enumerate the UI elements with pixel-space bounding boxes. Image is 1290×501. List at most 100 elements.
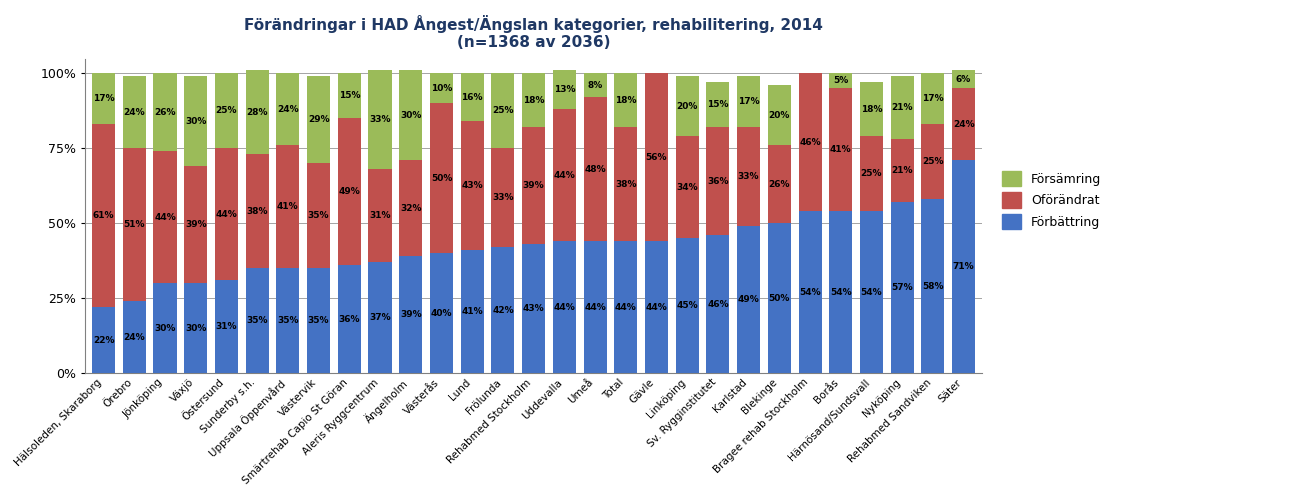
Text: 49%: 49% <box>338 187 360 196</box>
Bar <box>553 71 575 109</box>
Bar <box>553 109 575 241</box>
Bar <box>215 280 237 373</box>
Text: 43%: 43% <box>522 304 544 313</box>
Bar <box>276 74 299 145</box>
Bar <box>154 283 177 373</box>
Bar <box>829 211 853 373</box>
Text: 35%: 35% <box>277 316 298 325</box>
Text: 17%: 17% <box>922 95 944 103</box>
Text: 24%: 24% <box>277 105 299 114</box>
Text: 21%: 21% <box>891 166 913 175</box>
Bar <box>215 74 237 148</box>
Bar <box>245 154 268 268</box>
Bar <box>491 247 515 373</box>
Bar <box>276 145 299 268</box>
Bar <box>92 74 115 124</box>
Text: 18%: 18% <box>522 96 544 105</box>
Text: 44%: 44% <box>215 210 237 219</box>
Bar <box>338 74 361 118</box>
Text: 25%: 25% <box>860 169 882 178</box>
Text: 43%: 43% <box>462 181 482 190</box>
Bar <box>399 71 422 160</box>
Bar <box>583 241 606 373</box>
Bar <box>676 136 699 238</box>
Bar <box>921 199 944 373</box>
Bar <box>829 89 853 211</box>
Text: 36%: 36% <box>338 315 360 324</box>
Bar <box>645 241 668 373</box>
Text: 8%: 8% <box>587 81 602 90</box>
Text: 33%: 33% <box>738 172 760 181</box>
Text: 15%: 15% <box>338 92 360 101</box>
Bar <box>583 74 606 98</box>
Bar <box>553 241 575 373</box>
Text: 35%: 35% <box>246 316 268 325</box>
Text: 20%: 20% <box>769 111 789 120</box>
Text: 44%: 44% <box>154 213 175 222</box>
Text: 22%: 22% <box>93 336 115 345</box>
Text: 30%: 30% <box>155 324 175 333</box>
Text: 50%: 50% <box>431 174 451 183</box>
Bar <box>399 160 422 256</box>
Text: 24%: 24% <box>124 333 144 342</box>
Bar <box>768 86 791 145</box>
Bar <box>583 98 606 241</box>
Text: 57%: 57% <box>891 283 913 292</box>
Bar <box>215 148 237 280</box>
Bar <box>860 136 882 211</box>
Text: 51%: 51% <box>124 220 144 229</box>
Bar <box>799 211 822 373</box>
Text: 26%: 26% <box>155 108 175 117</box>
Text: 20%: 20% <box>676 102 698 111</box>
Text: 24%: 24% <box>124 108 144 117</box>
Text: 17%: 17% <box>738 97 760 106</box>
Bar <box>369 71 392 169</box>
Bar <box>614 74 637 127</box>
Text: 6%: 6% <box>956 75 971 84</box>
Bar <box>614 127 637 241</box>
Text: 25%: 25% <box>215 106 237 115</box>
Text: 26%: 26% <box>769 180 789 189</box>
Text: 48%: 48% <box>584 165 606 174</box>
Text: 38%: 38% <box>615 180 636 189</box>
Bar <box>921 74 944 124</box>
Text: 18%: 18% <box>615 96 636 105</box>
Text: 44%: 44% <box>584 303 606 312</box>
Text: 54%: 54% <box>829 288 851 297</box>
Bar <box>768 145 791 223</box>
Text: 15%: 15% <box>707 100 729 109</box>
Bar <box>245 268 268 373</box>
Text: 35%: 35% <box>308 211 329 220</box>
Bar <box>276 268 299 373</box>
Text: 33%: 33% <box>491 193 513 202</box>
Bar <box>707 127 729 235</box>
Text: 37%: 37% <box>369 313 391 322</box>
Text: 50%: 50% <box>769 294 789 303</box>
Bar <box>890 139 913 202</box>
Text: 18%: 18% <box>860 105 882 114</box>
Text: 21%: 21% <box>891 103 913 112</box>
Bar <box>369 169 392 262</box>
Text: 40%: 40% <box>431 309 453 318</box>
Text: 44%: 44% <box>553 171 575 180</box>
Bar <box>123 301 146 373</box>
Bar <box>737 77 760 127</box>
Text: 42%: 42% <box>491 306 513 315</box>
Bar <box>737 226 760 373</box>
Bar <box>399 256 422 373</box>
Text: 46%: 46% <box>800 138 820 147</box>
Bar <box>676 77 699 136</box>
Bar <box>707 83 729 127</box>
Bar <box>430 74 453 103</box>
Text: 38%: 38% <box>246 207 268 216</box>
Text: 13%: 13% <box>553 86 575 95</box>
Text: 35%: 35% <box>308 316 329 325</box>
Bar <box>338 118 361 265</box>
Bar <box>921 124 944 199</box>
Text: 44%: 44% <box>645 303 667 312</box>
Text: 16%: 16% <box>462 93 482 102</box>
Bar <box>522 127 546 244</box>
Text: 54%: 54% <box>860 288 882 297</box>
Bar <box>522 74 546 127</box>
Bar <box>430 103 453 253</box>
